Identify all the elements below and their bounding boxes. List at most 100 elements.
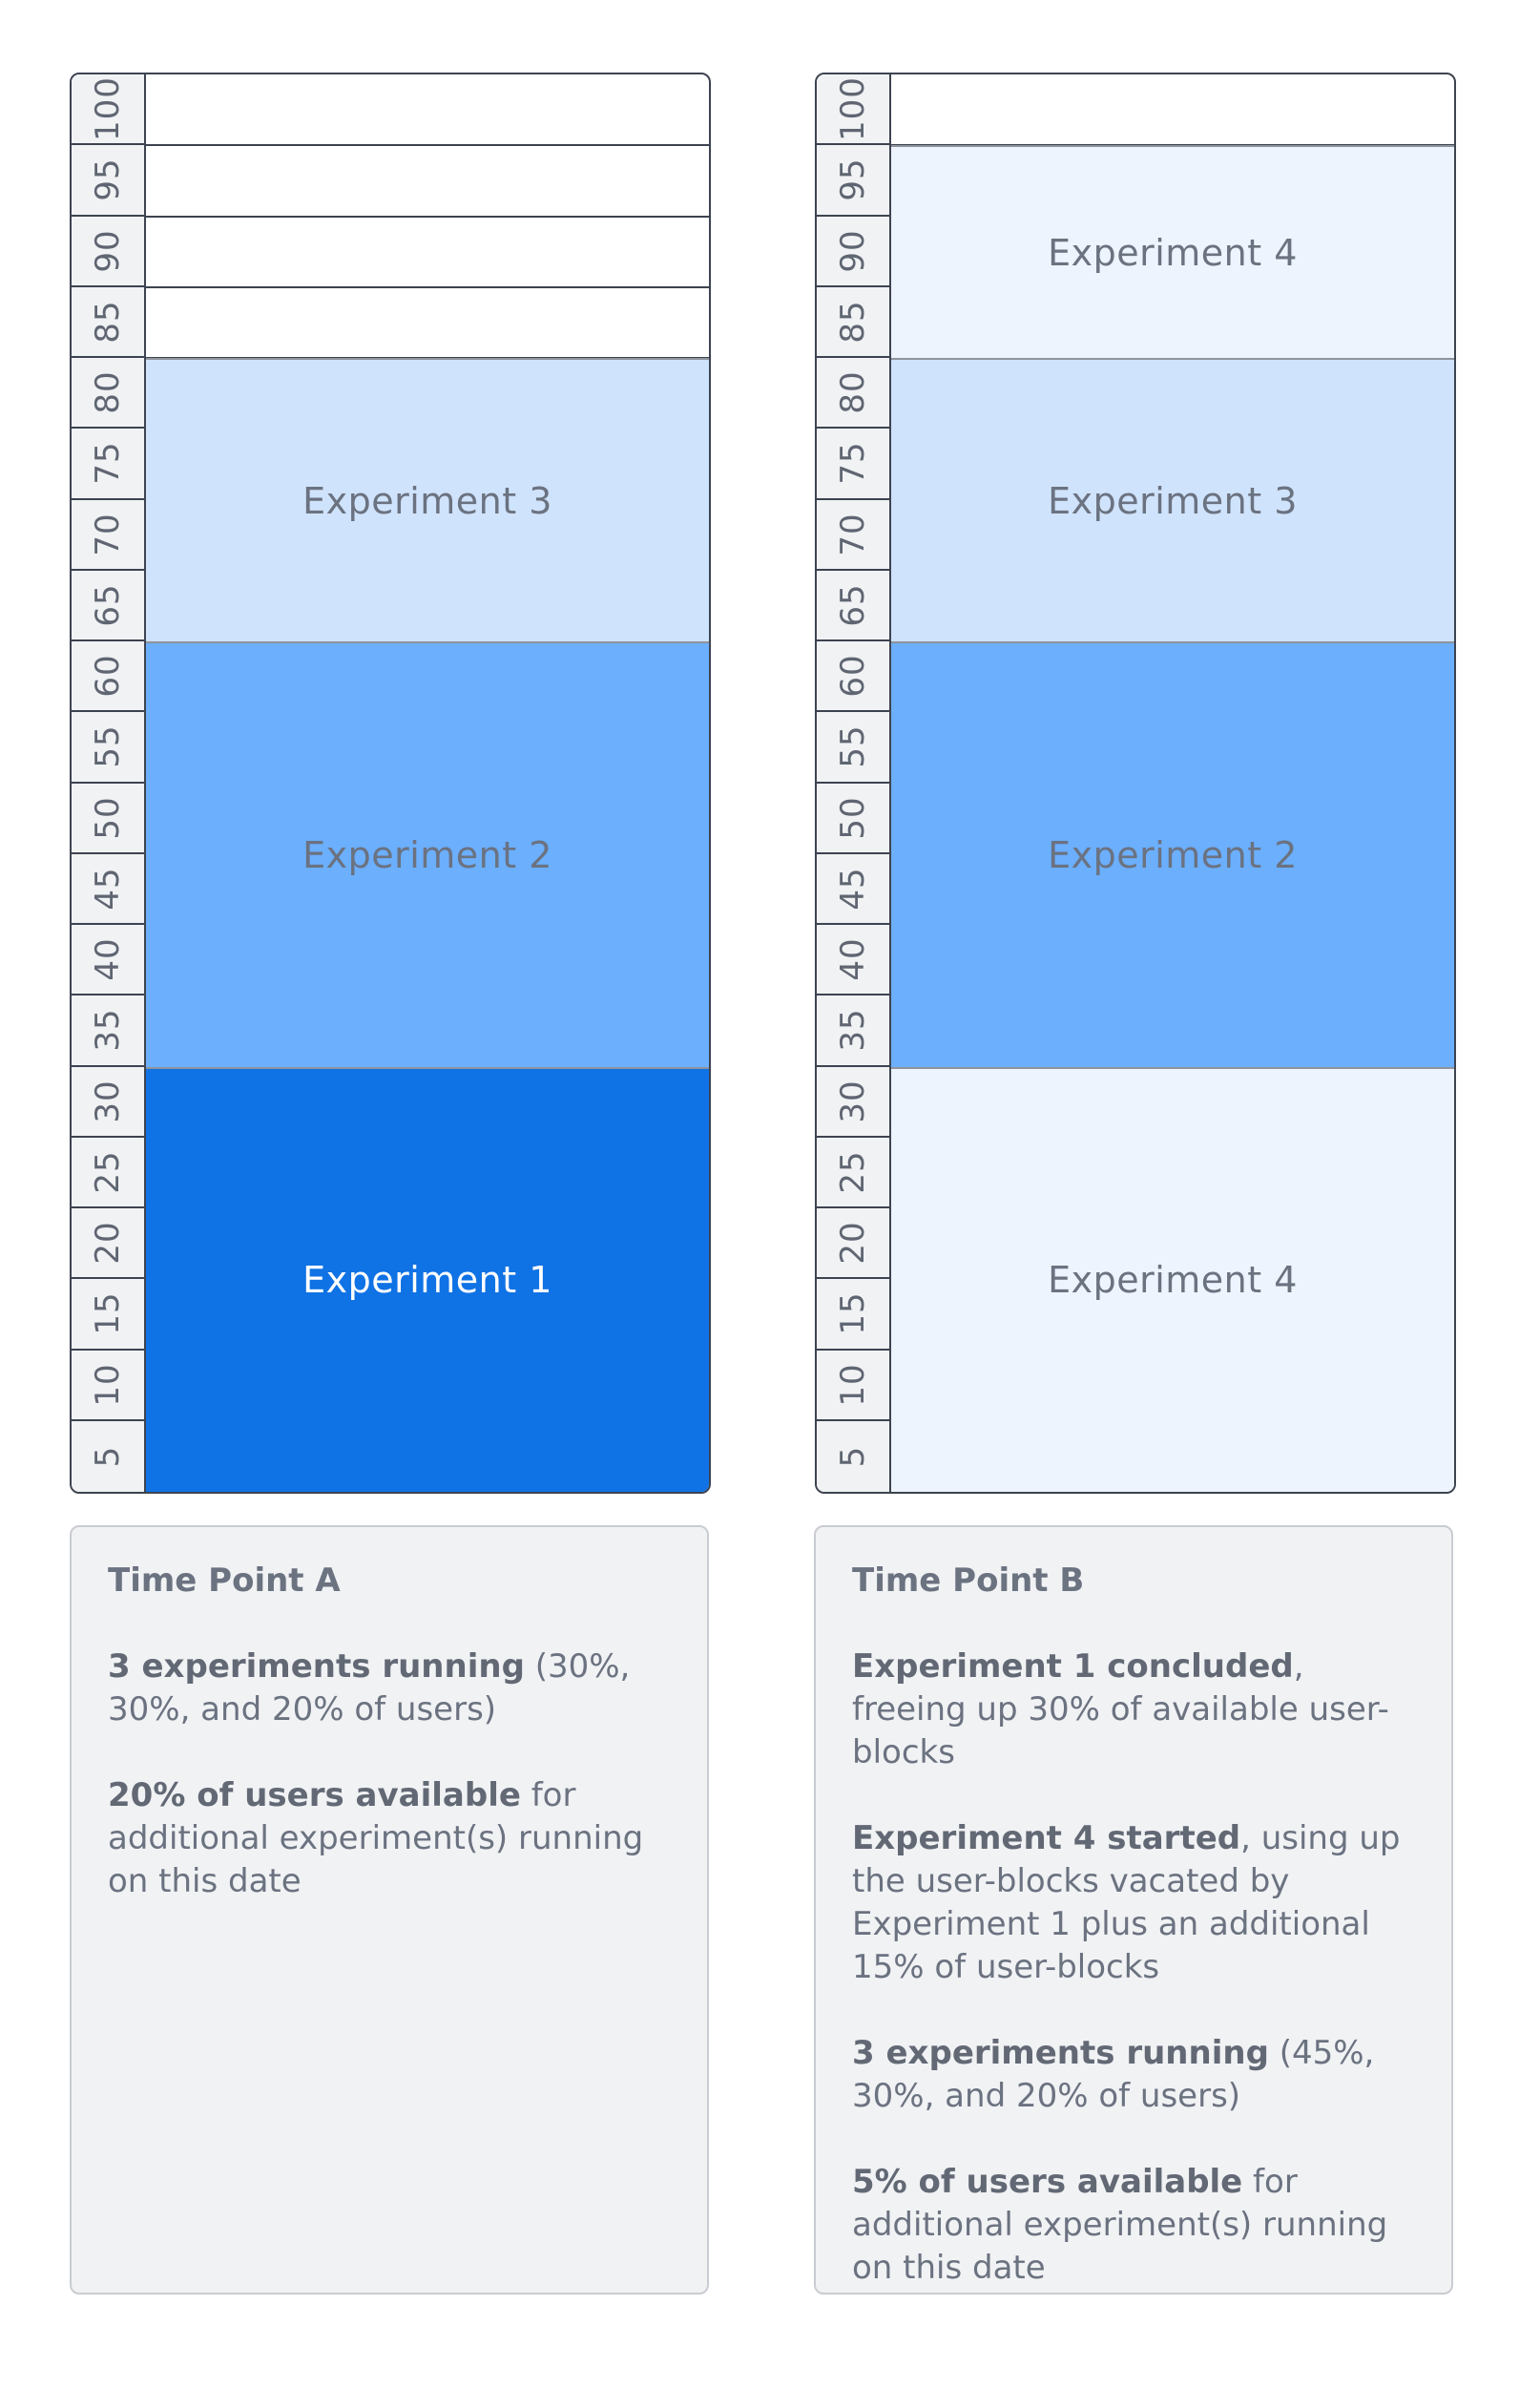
ruler-tick-label: 60 — [89, 654, 127, 698]
ruler-tick-label: 75 — [89, 441, 127, 486]
ruler-tick: 95 — [817, 145, 889, 217]
timepoint-b-allocation-panel: 100 95 90 85 80 75 70 65 60 55 50 45 40 35 30 25 20 15 10 5… — [815, 73, 1456, 1494]
experiment-block: Experiment 4 — [891, 145, 1454, 358]
percent-ruler: 100 95 90 85 80 75 70 65 60 55 50 45 40 35 30 25 20 15 10 5 — [817, 74, 891, 1492]
card-text: for additional experiment(s) running on … — [852, 2163, 1388, 2287]
ruler-tick: 35 — [817, 995, 889, 1067]
ruler-tick-label: 20 — [834, 1221, 872, 1265]
ruler-tick-label: 45 — [89, 867, 127, 911]
ruler-tick-label: 60 — [834, 654, 872, 698]
card-text: (30%, 30%, and 20% of users) — [108, 1647, 631, 1729]
ruler-tick-label: 5 — [834, 1445, 872, 1468]
ruler-tick-label: 40 — [834, 937, 872, 981]
card-title: Time Point A — [108, 1561, 341, 1600]
experiment-block: Experiment 2 — [146, 641, 709, 1067]
ruler-tick: 10 — [72, 1351, 144, 1421]
ruler-tick: 80 — [817, 358, 889, 430]
ruler-tick: 100 — [817, 74, 889, 146]
ruler-tick-label: 55 — [834, 724, 872, 769]
ruler-tick: 60 — [72, 641, 144, 713]
card-text: , freeing up 30% of available user-block… — [852, 1647, 1389, 1771]
ruler-tick-label: 25 — [834, 1150, 872, 1194]
experiment-block: Experiment 4 — [891, 1066, 1454, 1492]
ruler-tick: 25 — [817, 1138, 889, 1208]
timepoint-a-card: Time Point A 3 experiments running (30%,… — [70, 1525, 709, 2295]
ruler-tick: 60 — [817, 641, 889, 713]
card-text: , using up the user-blocks vacated by Ex… — [852, 1819, 1401, 1986]
experiment-label: Experiment 3 — [302, 479, 552, 522]
ruler-tick: 20 — [817, 1208, 889, 1280]
ruler-tick: 10 — [817, 1351, 889, 1421]
ruler-tick: 30 — [817, 1067, 889, 1138]
ruler-tick-label: 20 — [89, 1221, 127, 1265]
ruler-tick-label: 65 — [834, 583, 872, 627]
ruler-tick: 70 — [817, 500, 889, 571]
ruler-tick-label: 95 — [834, 157, 872, 202]
ruler-tick: 45 — [817, 854, 889, 925]
empty-slot-divider — [146, 215, 709, 218]
card-highlight: 5% of users available — [852, 2163, 1243, 2201]
experiment-label: Experiment 4 — [1048, 231, 1298, 274]
ruler-tick: 55 — [817, 712, 889, 784]
card-text: (45%, 30%, and 20% of users) — [852, 2034, 1375, 2115]
empty-slot-divider — [146, 144, 709, 147]
ruler-tick: 40 — [72, 925, 144, 996]
ruler-tick: 90 — [817, 217, 889, 287]
ruler-tick-label: 55 — [89, 724, 127, 769]
ruler-tick-label: 100 — [89, 76, 127, 142]
card-paragraph: 3 experiments running (30%, 30%, and 20%… — [108, 1645, 671, 1731]
user-block-slots: Experiment 3 Experiment 2 Experiment 1 — [146, 74, 709, 1492]
ruler-tick: 90 — [72, 217, 144, 287]
ruler-tick: 75 — [817, 429, 889, 500]
card-highlight: 3 experiments running — [108, 1647, 525, 1686]
card-paragraph: 3 experiments running (45%, 30%, and 20%… — [852, 2032, 1415, 2118]
ruler-tick-label: 10 — [834, 1362, 872, 1407]
experiment-label: Experiment 4 — [1048, 1259, 1298, 1302]
experiment-label: Experiment 3 — [1048, 479, 1298, 522]
ruler-tick-label: 75 — [834, 441, 872, 486]
ruler-tick: 95 — [72, 145, 144, 217]
percent-ruler: 100 95 90 85 80 75 70 65 60 55 50 45 40 35 30 25 20 15 10 5 — [72, 74, 146, 1492]
ruler-tick-label: 15 — [89, 1291, 127, 1336]
ruler-tick-label: 30 — [89, 1079, 127, 1123]
ruler-tick: 15 — [72, 1279, 144, 1351]
ruler-tick-label: 45 — [834, 867, 872, 911]
card-highlight: 20% of users available — [108, 1776, 521, 1814]
ruler-tick-label: 85 — [834, 300, 872, 344]
card-title: Time Point B — [852, 1561, 1085, 1600]
ruler-tick: 70 — [72, 500, 144, 571]
ruler-tick-label: 5 — [89, 1445, 127, 1468]
user-block-slots: Experiment 4 Experiment 3 Experiment 2 Expe… — [891, 74, 1454, 1492]
ruler-tick-label: 35 — [89, 1008, 127, 1053]
ruler-tick-label: 80 — [834, 370, 872, 414]
ruler-tick: 55 — [72, 712, 144, 784]
ruler-tick-label: 35 — [834, 1008, 872, 1053]
card-highlight: Experiment 1 concluded — [852, 1647, 1294, 1686]
card-paragraph: Experiment 4 started, using up the user-… — [852, 1817, 1415, 1989]
ruler-tick: 65 — [817, 571, 889, 641]
ruler-tick-label: 85 — [89, 300, 127, 344]
ruler-tick-label: 90 — [89, 228, 127, 273]
empty-slot-divider — [146, 285, 709, 288]
ruler-tick-label: 80 — [89, 370, 127, 414]
timepoint-b-card: Time Point B Experiment 1 concluded, fre… — [814, 1525, 1453, 2295]
ruler-tick: 75 — [72, 429, 144, 500]
ruler-tick: 65 — [72, 571, 144, 641]
ruler-tick: 80 — [72, 358, 144, 430]
ruler-tick: 5 — [72, 1421, 144, 1492]
experiment-block: Experiment 3 — [891, 358, 1454, 641]
card-paragraph: 20% of users available for additional ex… — [108, 1774, 671, 1903]
ruler-tick-label: 70 — [89, 512, 127, 556]
timepoint-a-allocation-panel: 100 95 90 85 80 75 70 65 60 55 50 45 40 35 30 25 20 15 10 5… — [70, 73, 711, 1494]
ruler-tick-label: 95 — [89, 157, 127, 202]
ruler-tick: 50 — [817, 784, 889, 854]
ruler-tick-label: 50 — [834, 795, 872, 840]
card-text: for additional experiment(s) running on … — [108, 1776, 644, 1900]
ruler-tick: 45 — [72, 854, 144, 925]
ruler-tick-label: 25 — [89, 1150, 127, 1194]
experiment-label: Experiment 2 — [1048, 833, 1298, 876]
ruler-tick-label: 10 — [89, 1362, 127, 1407]
ruler-tick-label: 100 — [834, 76, 872, 142]
card-paragraph: Experiment 1 concluded, freeing up 30% o… — [852, 1645, 1415, 1774]
ruler-tick: 30 — [72, 1067, 144, 1138]
